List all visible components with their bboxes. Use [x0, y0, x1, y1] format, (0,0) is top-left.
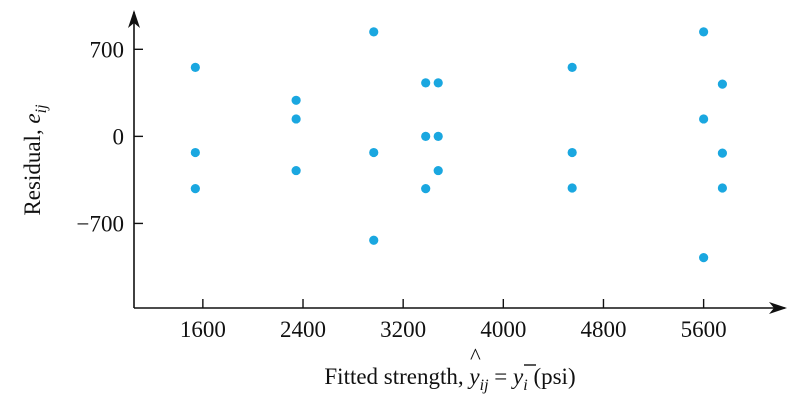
data-point [567, 183, 577, 193]
data-point [190, 62, 200, 72]
x-tick-label: 1600 [180, 317, 226, 342]
data-points [190, 27, 728, 263]
data-point [699, 114, 709, 124]
data-point [190, 147, 200, 158]
data-point [717, 183, 728, 193]
x-tick-label: 5600 [681, 317, 727, 342]
data-point [369, 235, 379, 245]
data-point [567, 147, 577, 158]
data-point [433, 165, 443, 176]
y-tick-label: −700 [77, 211, 124, 236]
data-point [369, 27, 379, 37]
data-point [433, 131, 443, 141]
data-point [717, 148, 728, 158]
data-point [421, 78, 431, 88]
data-point [291, 95, 301, 105]
data-point [421, 184, 431, 194]
data-point [369, 147, 379, 158]
data-point [190, 184, 200, 194]
data-point [421, 131, 431, 141]
x-tick-label: 4000 [480, 317, 526, 342]
x-tick-label: 3200 [380, 317, 426, 342]
x-axis-title: Fitted strength, yij = yi (psi) [324, 364, 575, 394]
x-tick-label: 4800 [580, 317, 626, 342]
data-point [567, 62, 577, 72]
data-point [699, 253, 709, 263]
data-point [717, 79, 728, 89]
x-axis-ticks: 1600 2400 3200 4000 4800 5600 [180, 299, 727, 342]
data-point [291, 165, 301, 176]
data-point [291, 114, 301, 124]
data-point [699, 27, 709, 37]
y-tick-label: 0 [113, 124, 125, 149]
data-point [433, 78, 443, 88]
x-tick-label: 2400 [280, 317, 326, 342]
y-axis-title: Residual, eij [20, 104, 50, 216]
x-axis-title-hat: ^ [470, 344, 481, 369]
y-axis-ticks: 700 0 −700 [77, 37, 143, 236]
y-tick-label: 700 [90, 37, 125, 62]
